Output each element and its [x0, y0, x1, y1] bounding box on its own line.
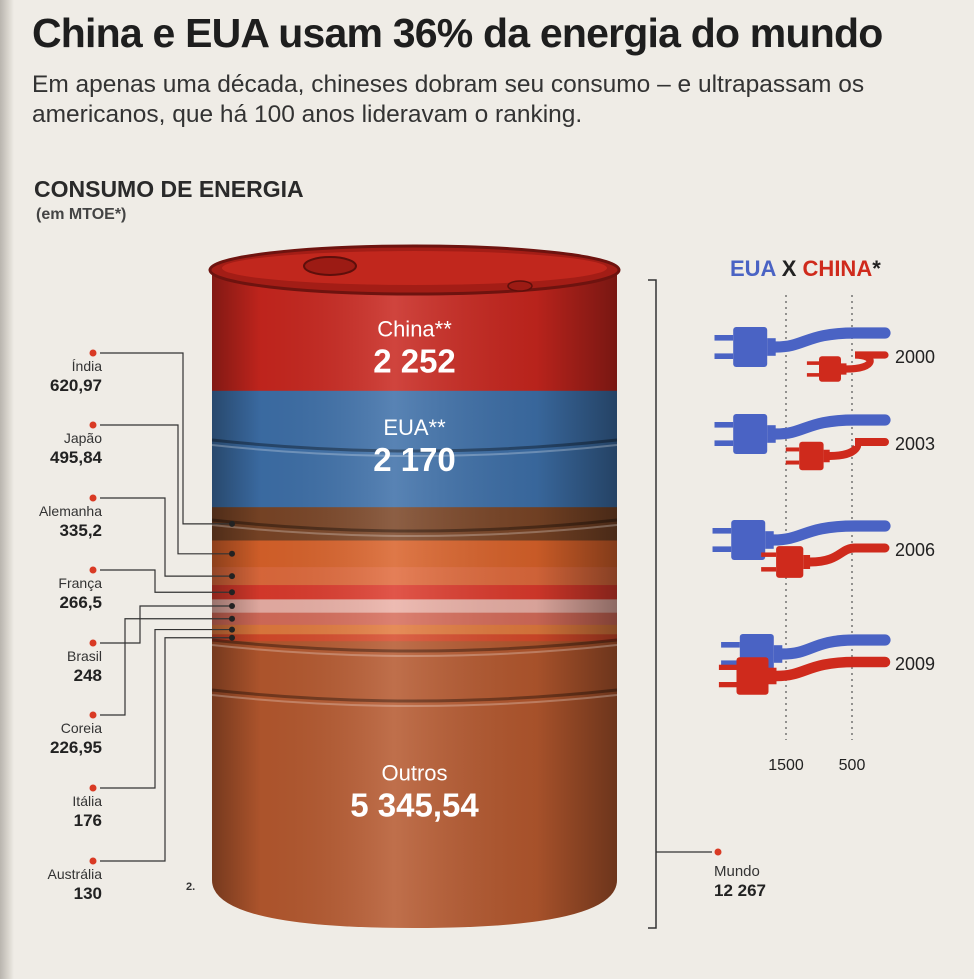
- leader-line: [100, 637, 230, 862]
- china-plug: [785, 438, 889, 471]
- barrel-rib: [212, 518, 617, 533]
- leader-line: [100, 605, 230, 644]
- leader-line: [100, 352, 230, 525]
- country-labels: Índia 620,97 Japão 495,84 Alemanha 335,2 Franç…: [39, 349, 103, 903]
- year-label: 2009: [895, 654, 935, 674]
- country-name: Índia: [72, 358, 103, 374]
- leader-line: [100, 628, 230, 789]
- country-name: França: [58, 575, 102, 591]
- country-marker: [89, 566, 97, 574]
- barrel-rib: [212, 438, 617, 453]
- country-value: 335,2: [59, 521, 102, 540]
- country-marker: [89, 784, 97, 792]
- barrel-cap: [303, 256, 357, 276]
- section-title: CONSUMO DE ENERGIA: [34, 176, 304, 202]
- barrel-rib: [212, 638, 617, 653]
- eua-plug: [714, 414, 891, 454]
- china-plug: [806, 351, 889, 382]
- country-value: 226,95: [50, 738, 102, 757]
- eua-plug: [712, 520, 891, 560]
- barrel-rib-highlight: [212, 524, 617, 537]
- country-name: Japão: [64, 430, 102, 446]
- country-marker: [89, 639, 97, 647]
- leader-end-dot: [229, 520, 235, 527]
- section-unit: (em MTOE*): [36, 206, 127, 223]
- leader-line: [100, 424, 230, 555]
- segment-name: EUA**: [383, 415, 446, 440]
- barrel-vent: [507, 280, 533, 292]
- country-marker: [89, 421, 97, 429]
- world-name: Mundo: [714, 863, 760, 880]
- world-bracket: [648, 279, 657, 929]
- leader-line: [100, 569, 230, 593]
- leader-end-dot: [229, 589, 235, 596]
- world-value: 12 267: [714, 881, 766, 900]
- leader-end-dot: [229, 603, 235, 610]
- segment-value: 2 170: [373, 441, 456, 478]
- leader-end-dot: [229, 573, 235, 580]
- country-marker: [89, 711, 97, 719]
- eua-plug: [714, 327, 891, 367]
- country-value: 130: [74, 884, 102, 903]
- china-plug: [761, 543, 890, 578]
- barrel-lid: [222, 251, 607, 285]
- barrel-rib-highlight: [212, 694, 617, 707]
- segment-name: Outros: [381, 761, 447, 786]
- leader-line: [100, 497, 230, 577]
- year-label: 2006: [895, 540, 935, 560]
- leader-end-dot: [229, 634, 235, 641]
- country-value: 176: [74, 811, 102, 830]
- tick-label: 1500: [768, 757, 804, 774]
- barrel-rib: [212, 688, 617, 703]
- country-name: Brasil: [67, 648, 102, 664]
- year-label: 2000: [895, 347, 935, 367]
- segment-name: China**: [377, 316, 452, 341]
- country-name: Coreia: [61, 720, 102, 736]
- barrel-rib-highlight: [212, 444, 617, 457]
- segment-value: 2 252: [373, 342, 456, 379]
- china-plug: [718, 656, 891, 695]
- year-label: 2003: [895, 434, 935, 454]
- tick-label: 500: [839, 757, 866, 774]
- country-value: 495,84: [50, 448, 103, 467]
- figure-number: 2.: [186, 881, 195, 893]
- country-value: 620,97: [50, 376, 102, 395]
- country-marker: [89, 857, 97, 865]
- country-name: Itália: [72, 793, 102, 809]
- country-name: Alemanha: [39, 503, 102, 519]
- leader-end-dot: [229, 615, 235, 622]
- barrel-rib-highlight: [212, 644, 617, 657]
- country-name: Austrália: [48, 866, 103, 882]
- plugs-chart: EUA X CHINA* 1500 500 2000 2003 2006 2009: [712, 256, 935, 774]
- barrel-shading: [212, 270, 617, 928]
- country-marker: [89, 349, 97, 357]
- binding-gutter: [0, 0, 14, 979]
- leader-line: [100, 618, 230, 716]
- segment-value: 5 345,54: [350, 787, 479, 824]
- country-value: 248: [74, 666, 102, 685]
- page-subtitle: Em apenas uma década, chineses dobram se…: [32, 71, 865, 128]
- country-marker: [89, 494, 97, 502]
- world-marker: [714, 848, 722, 856]
- vs-title: EUA X CHINA*: [730, 256, 881, 281]
- page-title: China e EUA usam 36% da energia do mundo: [32, 10, 883, 56]
- country-value: 266,5: [59, 593, 102, 612]
- leader-end-dot: [229, 550, 235, 557]
- leader-end-dot: [229, 626, 235, 633]
